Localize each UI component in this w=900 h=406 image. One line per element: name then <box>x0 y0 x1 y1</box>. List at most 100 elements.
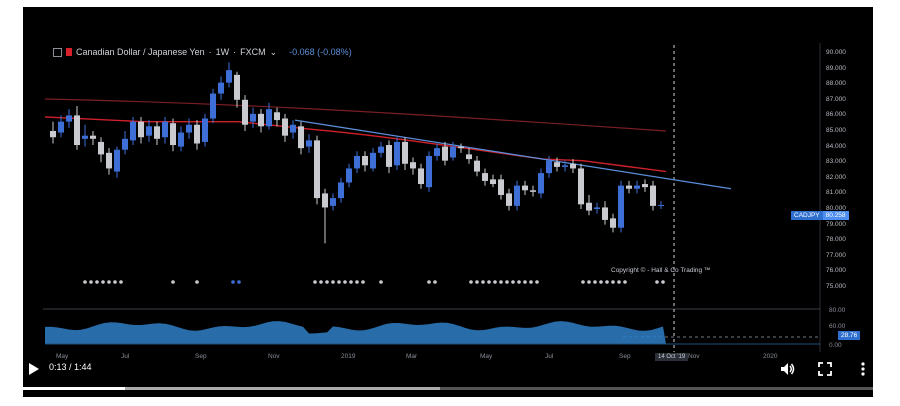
price-axis-label: 90.000 <box>826 49 846 56</box>
price-tag: CADJPY 80.258 <box>791 211 849 220</box>
progress-bar[interactable] <box>23 387 873 390</box>
video-player[interactable]: Canadian Dollar / Japanese Yen · 1W · FX… <box>23 7 873 397</box>
candle <box>282 113 288 142</box>
candle <box>554 157 560 172</box>
signal-dot <box>505 280 509 284</box>
candle <box>594 202 600 214</box>
signal-dot <box>611 280 615 284</box>
price-axis-label: 79.000 <box>826 220 846 228</box>
chevron-down-icon[interactable]: ⌄ <box>269 46 278 57</box>
candle <box>450 141 456 161</box>
candle-body <box>274 112 280 121</box>
price-axis-label: 77.000 <box>826 251 846 259</box>
candle <box>658 201 664 209</box>
candle-body <box>306 140 312 147</box>
candle-body <box>122 138 128 150</box>
candle <box>434 143 440 161</box>
candle <box>322 188 328 244</box>
candle-body <box>154 126 160 139</box>
play-icon[interactable] <box>29 363 39 375</box>
candle-body <box>202 118 208 142</box>
signal-dot <box>107 280 111 284</box>
buffered-bar <box>23 387 440 390</box>
candle-body <box>426 155 432 188</box>
crosshair-date: 14 Oct '19 <box>655 353 689 361</box>
candle <box>354 151 360 174</box>
fullscreen-icon[interactable] <box>817 361 833 377</box>
signal-dot <box>523 280 527 284</box>
candle-body <box>314 140 320 199</box>
signal-dot <box>605 280 609 284</box>
candle-body <box>626 185 632 189</box>
candle-body <box>282 118 288 136</box>
price-axis-label: 86.000 <box>826 111 846 119</box>
time-axis-label: Nov <box>268 353 280 360</box>
signal-dot <box>535 280 539 284</box>
price-chart <box>43 43 821 352</box>
signal-dot <box>617 280 621 284</box>
signal-dot <box>355 280 359 284</box>
candle <box>106 148 112 175</box>
candle <box>426 151 432 192</box>
candle <box>266 102 272 130</box>
osc-area <box>45 321 666 344</box>
candle <box>66 109 72 128</box>
price-axis-label: 76.000 <box>826 267 846 275</box>
price-axis-label: 81.000 <box>826 189 846 197</box>
candle <box>306 134 312 153</box>
candle-body <box>466 154 472 160</box>
candle-body <box>642 184 648 188</box>
signal-dot <box>331 280 335 284</box>
candle <box>58 115 64 138</box>
candle-body <box>354 155 360 169</box>
candle-body <box>58 121 64 133</box>
candle-body <box>418 168 424 185</box>
candle <box>290 120 296 139</box>
candle-body <box>442 146 448 161</box>
ma-long-line <box>44 98 667 132</box>
candle <box>378 141 384 158</box>
candle <box>650 180 656 211</box>
signal-dot <box>593 280 597 284</box>
signal-dot <box>499 280 503 284</box>
candle <box>618 180 624 233</box>
price-axis-label: 88.000 <box>826 80 846 88</box>
candle <box>138 116 144 144</box>
candle <box>226 62 232 88</box>
candle-body <box>538 173 544 194</box>
candle-body <box>658 204 664 206</box>
candle-body <box>458 146 464 149</box>
candle-body <box>338 182 344 199</box>
candle <box>442 141 448 166</box>
candle-body <box>234 74 240 100</box>
candle <box>642 179 648 192</box>
candle <box>202 113 208 147</box>
signal-dot <box>493 280 497 284</box>
volume-icon[interactable] <box>779 361 795 377</box>
collapse-icon[interactable] <box>53 47 62 57</box>
trendline <box>294 119 732 190</box>
more-vert-icon[interactable] <box>855 361 871 377</box>
candle-body <box>394 141 400 166</box>
source: FXCM <box>240 47 266 57</box>
candle <box>466 148 472 164</box>
candle <box>490 174 496 188</box>
time-axis-label: Sep <box>195 353 207 360</box>
price-axis-label: 75.000 <box>826 283 846 290</box>
signal-dot <box>349 280 353 284</box>
candle <box>314 135 320 205</box>
candle <box>362 151 368 172</box>
candle <box>458 143 464 153</box>
candle <box>530 185 536 197</box>
candle <box>474 155 480 177</box>
candle <box>234 71 240 108</box>
candle <box>538 168 544 199</box>
candle-body <box>650 185 656 206</box>
time-axis-label: 2019 <box>341 353 356 360</box>
candle-body <box>586 202 592 211</box>
candle <box>386 140 392 174</box>
signal-dot <box>95 280 99 284</box>
candle <box>578 163 584 209</box>
candle <box>370 148 376 172</box>
candle-body <box>322 193 328 208</box>
